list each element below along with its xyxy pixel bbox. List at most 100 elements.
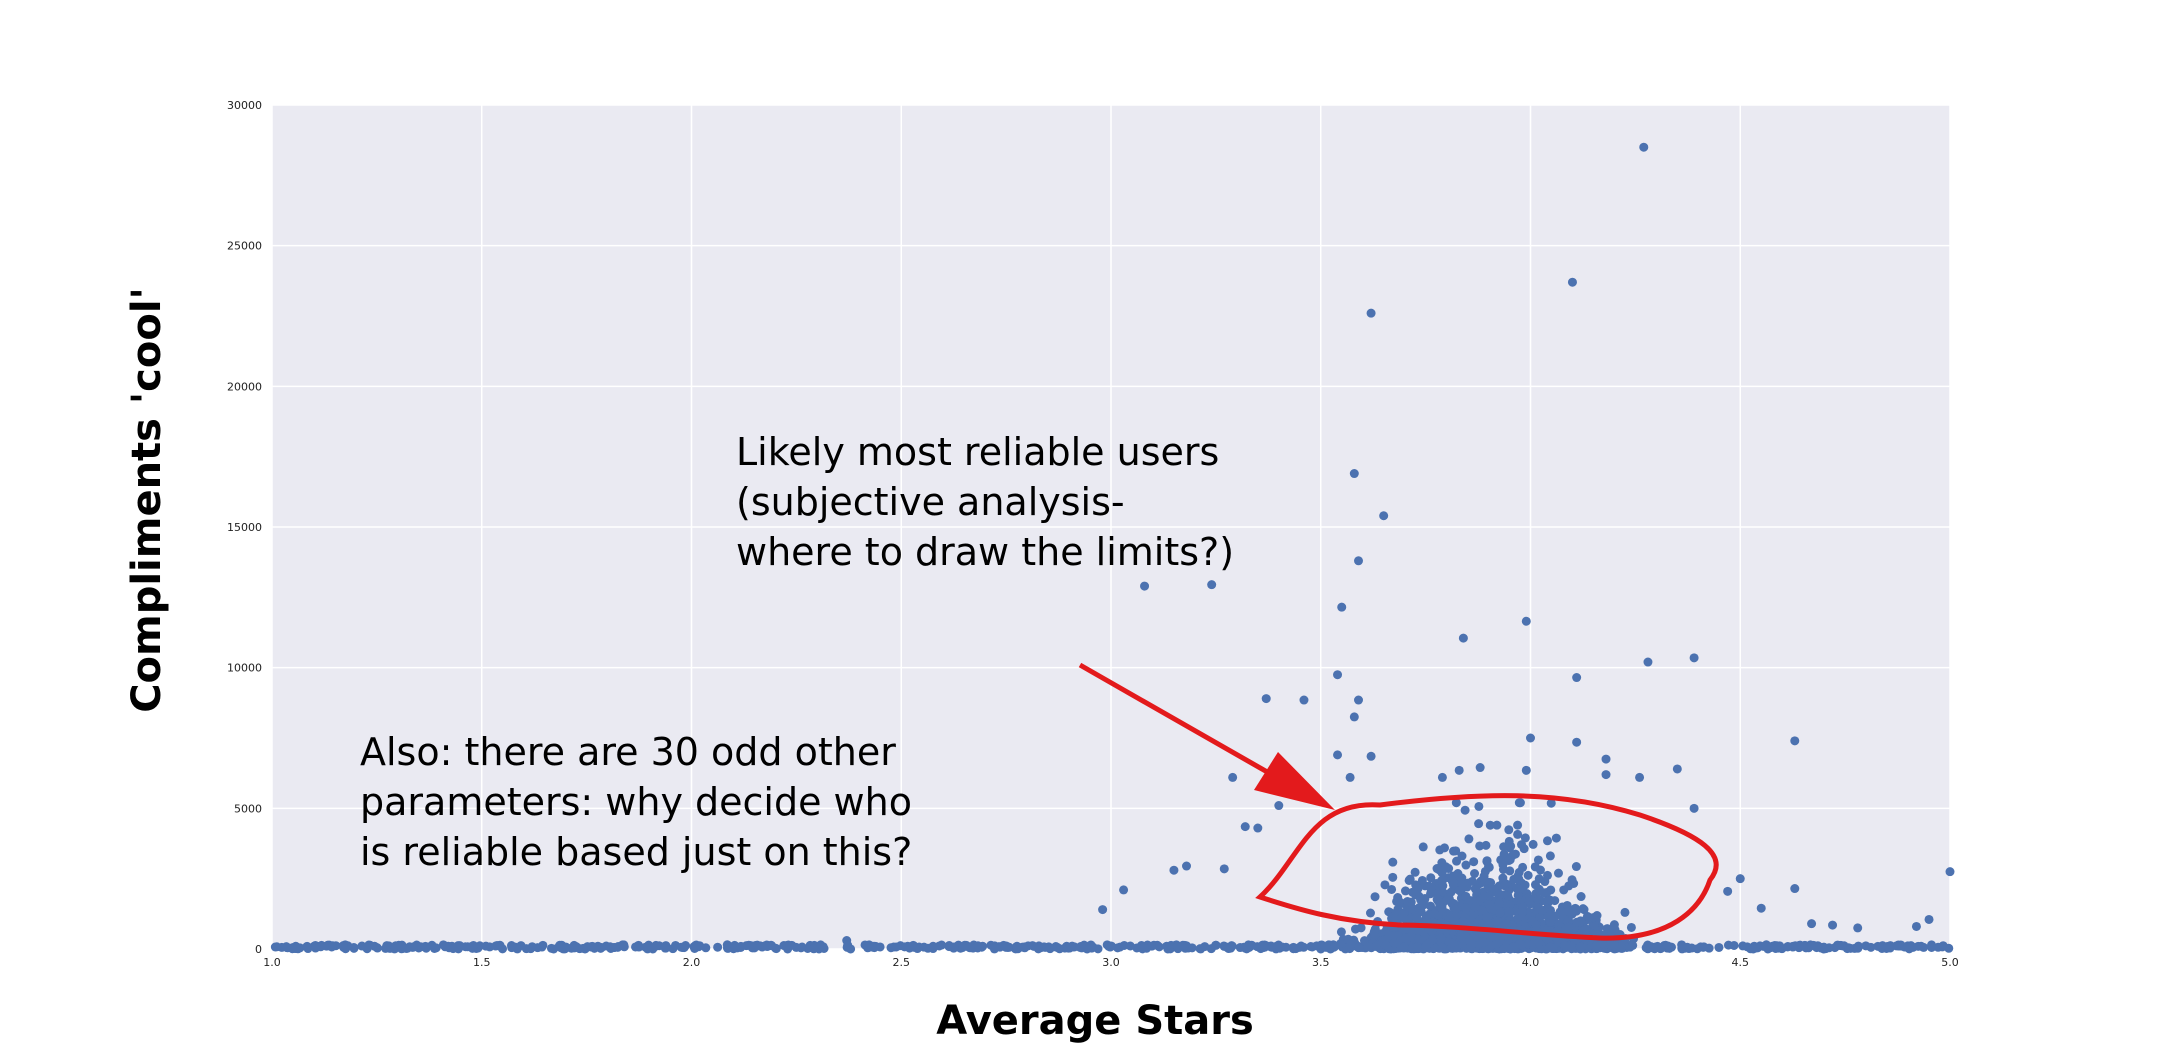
data-point	[1162, 941, 1172, 951]
data-point	[1698, 942, 1708, 952]
data-point	[713, 942, 723, 952]
y-tick-labels: 0 5000 10000 15000 20000 25000 30000	[227, 99, 262, 956]
data-point	[1530, 862, 1540, 872]
data-point	[1639, 142, 1649, 152]
data-point	[1139, 942, 1149, 952]
data-point	[1853, 923, 1863, 933]
data-point	[1437, 772, 1447, 782]
data-point	[1389, 938, 1399, 948]
data-point	[1366, 308, 1376, 318]
data-point	[960, 940, 970, 950]
data-point	[1076, 942, 1086, 952]
data-point	[1404, 875, 1414, 885]
data-point	[1643, 657, 1653, 667]
data-point	[1517, 907, 1527, 917]
data-point	[1533, 855, 1543, 865]
data-point	[1546, 798, 1556, 808]
data-point	[1451, 798, 1461, 808]
x-tick-label: 1.0	[263, 956, 281, 969]
data-point	[722, 940, 732, 950]
data-point	[1020, 943, 1030, 953]
data-point	[1655, 944, 1665, 954]
data-point	[1464, 834, 1474, 844]
y-axis-label: Compliments 'cool'	[124, 287, 170, 713]
data-point	[609, 942, 619, 952]
data-point	[1195, 944, 1205, 954]
arrow-shaft	[1078, 662, 1292, 788]
data-point	[1253, 823, 1263, 833]
data-point	[891, 942, 901, 952]
data-point	[1790, 736, 1800, 746]
data-point	[1244, 942, 1254, 952]
data-point	[1147, 941, 1157, 951]
data-point	[1460, 805, 1470, 815]
data-point	[1672, 764, 1682, 774]
data-point	[1601, 754, 1611, 764]
data-point	[1521, 765, 1531, 775]
data-point	[431, 943, 441, 953]
data-point	[752, 940, 762, 950]
data-point	[1098, 905, 1108, 915]
data-point	[1571, 862, 1581, 872]
data-point	[1380, 880, 1390, 890]
data-point	[1370, 892, 1380, 902]
data-point	[454, 941, 464, 951]
data-point	[1572, 673, 1582, 683]
data-point	[1436, 933, 1446, 943]
data-point	[1351, 924, 1361, 934]
data-point	[1169, 865, 1179, 875]
data-point	[1479, 937, 1489, 947]
data-point	[1485, 820, 1495, 830]
data-point	[1437, 868, 1447, 878]
data-point	[1065, 943, 1075, 953]
data-point	[1481, 840, 1491, 850]
data-point	[1337, 602, 1347, 612]
data-point	[1461, 903, 1471, 913]
data-point	[327, 942, 337, 952]
data-point	[1410, 867, 1420, 877]
data-point	[1381, 940, 1391, 950]
data-point	[1388, 872, 1398, 882]
data-point	[1470, 869, 1480, 879]
annotation-line-2: parameters: why decide who	[360, 780, 912, 824]
data-point	[1505, 900, 1515, 910]
data-point	[1474, 819, 1484, 829]
data-point	[381, 943, 391, 953]
data-point	[1277, 942, 1287, 952]
data-point	[1528, 916, 1538, 926]
data-point	[1545, 851, 1555, 861]
data-point	[1393, 893, 1403, 903]
data-point	[338, 941, 348, 951]
data-point	[1437, 943, 1447, 953]
data-point	[1321, 942, 1331, 952]
data-point	[1523, 870, 1533, 880]
data-point	[1408, 887, 1418, 897]
data-point	[1417, 875, 1427, 885]
data-point	[1369, 927, 1379, 937]
x-tick-label: 3.5	[1312, 956, 1330, 969]
data-point	[1363, 942, 1373, 952]
data-point	[1505, 866, 1515, 876]
data-point	[1807, 919, 1817, 929]
data-point	[1387, 884, 1397, 894]
data-points	[270, 142, 1955, 954]
data-point	[1461, 860, 1471, 870]
data-point	[1365, 908, 1375, 918]
data-point	[1548, 944, 1558, 954]
data-point	[1437, 904, 1447, 914]
data-point	[990, 943, 1000, 953]
data-point	[1470, 902, 1480, 912]
data-point	[1499, 849, 1509, 859]
data-point	[1399, 942, 1409, 952]
annotation-reliable-users: Likely most reliable users (subjective a…	[736, 430, 1234, 574]
data-point	[1482, 912, 1492, 922]
x-tick-label: 2.0	[683, 956, 701, 969]
data-point	[1519, 844, 1529, 854]
data-point	[491, 941, 501, 951]
data-point	[1521, 616, 1531, 626]
reliable-users-lasso	[1255, 793, 1719, 941]
data-point	[1748, 944, 1758, 954]
data-point	[512, 944, 522, 954]
data-point	[1495, 936, 1505, 946]
data-point	[1211, 940, 1221, 950]
